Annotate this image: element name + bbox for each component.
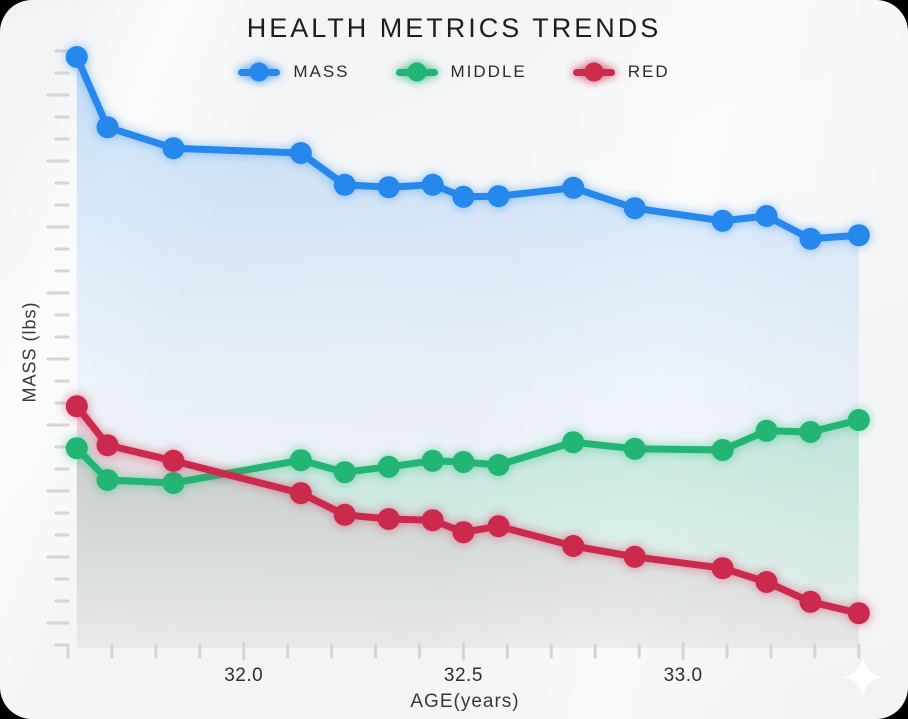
y-axis-label: MASS (lbs) bbox=[19, 301, 40, 403]
svg-text:32.0: 32.0 bbox=[224, 665, 263, 686]
series-line-middle bbox=[65, 409, 870, 494]
y-axis-ticks bbox=[46, 49, 70, 647]
legend-label-mass: MASS bbox=[293, 62, 350, 81]
legend-item-red[interactable]: RED bbox=[572, 62, 670, 82]
page-title: HEALTH METRICS TRENDS bbox=[246, 13, 662, 43]
sparkle-icon bbox=[843, 657, 883, 697]
red-series-marker-icon bbox=[572, 62, 615, 82]
mass-series-marker-icon bbox=[238, 62, 281, 82]
x-axis-tick-labels: 32.0 32.5 33.0 bbox=[224, 665, 702, 686]
svg-text:32.5: 32.5 bbox=[444, 665, 483, 686]
x-axis-label: AGE(years) bbox=[410, 691, 520, 712]
series-line-red bbox=[65, 395, 870, 625]
legend-item-mass[interactable]: MASS bbox=[238, 62, 349, 82]
series-area-fills bbox=[76, 57, 859, 648]
legend-label-red: RED bbox=[627, 62, 670, 81]
middle-series-marker-icon bbox=[395, 62, 438, 82]
legend-label-middle: MIDDLE bbox=[450, 62, 527, 81]
legend: MASS MIDDLE RED bbox=[0, 62, 908, 82]
x-axis-ticks bbox=[66, 641, 861, 661]
series-line-mass bbox=[65, 46, 870, 250]
legend-item-middle[interactable]: MIDDLE bbox=[395, 62, 527, 82]
svg-text:33.0: 33.0 bbox=[664, 665, 703, 686]
